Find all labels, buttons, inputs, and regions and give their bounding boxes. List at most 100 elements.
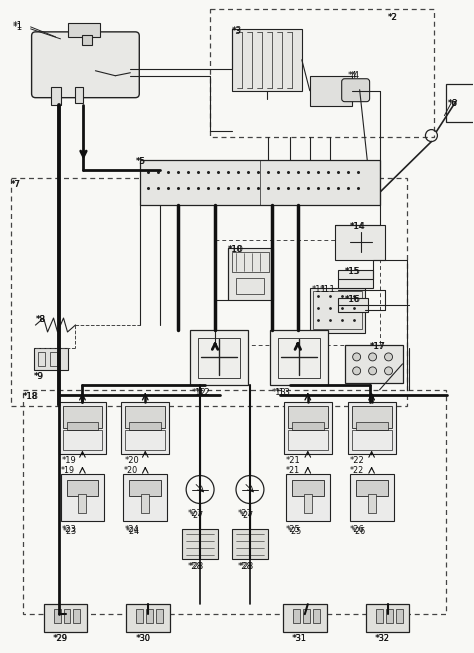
Text: *25: *25 <box>288 528 302 536</box>
Text: *28: *28 <box>190 562 204 571</box>
Bar <box>125 406 165 428</box>
Text: *2: *2 <box>388 13 398 22</box>
Text: *16: *16 <box>345 295 360 304</box>
Text: *23: *23 <box>63 528 77 536</box>
Bar <box>44 604 87 632</box>
Text: *10: *10 <box>228 246 243 254</box>
Text: *17: *17 <box>370 342 384 351</box>
Bar <box>283 604 327 632</box>
Bar <box>335 225 384 260</box>
Circle shape <box>369 353 376 361</box>
Bar <box>368 494 375 513</box>
Text: *28: *28 <box>238 562 253 571</box>
Bar <box>352 406 392 428</box>
Bar <box>121 402 169 454</box>
Text: *1: *1 <box>13 21 23 30</box>
Text: *24: *24 <box>125 528 139 536</box>
Circle shape <box>353 353 361 361</box>
Text: *15: *15 <box>345 267 359 276</box>
Bar <box>313 609 320 623</box>
Bar <box>232 29 302 91</box>
Text: *11: *11 <box>312 285 327 294</box>
Bar <box>140 161 380 205</box>
Text: *27: *27 <box>188 509 203 518</box>
Bar <box>127 604 170 632</box>
Bar <box>288 406 328 428</box>
Text: *19: *19 <box>62 456 76 465</box>
Text: *32: *32 <box>375 634 390 643</box>
Text: *9: *9 <box>34 372 44 381</box>
Bar <box>182 530 218 560</box>
Bar <box>66 422 99 430</box>
Bar <box>286 473 330 522</box>
Bar <box>129 479 161 496</box>
Text: *14: *14 <box>350 222 365 231</box>
Bar <box>284 402 332 454</box>
Bar <box>375 609 383 623</box>
Bar <box>11 178 408 406</box>
Text: *21: *21 <box>286 456 301 465</box>
Text: *23: *23 <box>62 526 76 534</box>
Text: *3: *3 <box>232 26 242 35</box>
Text: *30: *30 <box>137 634 150 643</box>
Bar <box>82 35 92 45</box>
Text: *9: *9 <box>34 372 43 381</box>
Text: *27: *27 <box>190 511 204 520</box>
Bar <box>63 406 102 428</box>
Bar <box>34 348 69 370</box>
Text: *19: *19 <box>61 466 74 475</box>
Bar <box>365 604 410 632</box>
Bar <box>292 422 324 430</box>
Circle shape <box>384 367 392 375</box>
Text: *26: *26 <box>350 526 365 534</box>
Bar <box>278 338 320 378</box>
Bar <box>210 9 434 136</box>
Bar <box>156 609 163 623</box>
Bar <box>61 473 104 522</box>
Bar <box>69 23 100 37</box>
Bar <box>215 240 380 345</box>
Circle shape <box>384 353 392 361</box>
Text: *5: *5 <box>135 157 145 167</box>
Circle shape <box>353 367 361 375</box>
Text: *31: *31 <box>293 634 307 643</box>
Text: *17: *17 <box>370 342 386 351</box>
Text: *24: *24 <box>124 526 139 534</box>
Text: *13: *13 <box>272 388 287 397</box>
Bar <box>313 291 362 329</box>
Bar <box>292 479 324 496</box>
Text: *27: *27 <box>238 509 253 518</box>
Bar <box>232 252 269 272</box>
Text: *5: *5 <box>135 157 146 167</box>
Bar <box>141 494 149 513</box>
Text: *4: *4 <box>347 71 357 80</box>
Bar <box>64 609 71 623</box>
Text: *6: *6 <box>447 99 457 108</box>
Bar <box>447 84 474 121</box>
Bar <box>232 530 268 560</box>
Text: *2: *2 <box>388 13 397 22</box>
Bar <box>75 87 83 103</box>
Bar <box>356 479 388 496</box>
Text: *6: *6 <box>447 99 457 108</box>
Text: *20: *20 <box>124 456 139 465</box>
Text: *22: *22 <box>350 466 364 475</box>
Bar <box>310 76 352 106</box>
Bar <box>345 345 402 383</box>
Text: *10: *10 <box>228 246 244 254</box>
Bar <box>73 609 81 623</box>
Bar <box>63 430 102 450</box>
Bar <box>303 609 310 623</box>
Bar <box>37 352 45 366</box>
Bar <box>58 402 106 454</box>
Bar <box>54 609 61 623</box>
Bar <box>51 87 61 104</box>
Text: *1: *1 <box>13 23 23 32</box>
Text: *12: *12 <box>192 388 207 397</box>
Bar <box>198 338 240 378</box>
Bar <box>288 430 328 450</box>
Text: *8: *8 <box>36 315 45 324</box>
FancyBboxPatch shape <box>342 79 370 102</box>
Bar <box>190 330 248 385</box>
Text: *15: *15 <box>345 267 361 276</box>
